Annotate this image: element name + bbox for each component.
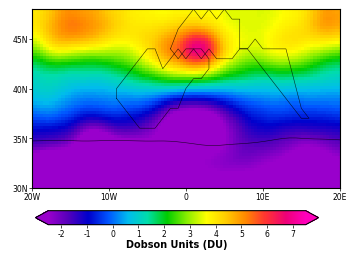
Text: Dobson Units (DU): Dobson Units (DU) — [126, 239, 228, 249]
PathPatch shape — [35, 211, 48, 225]
PathPatch shape — [306, 211, 319, 225]
